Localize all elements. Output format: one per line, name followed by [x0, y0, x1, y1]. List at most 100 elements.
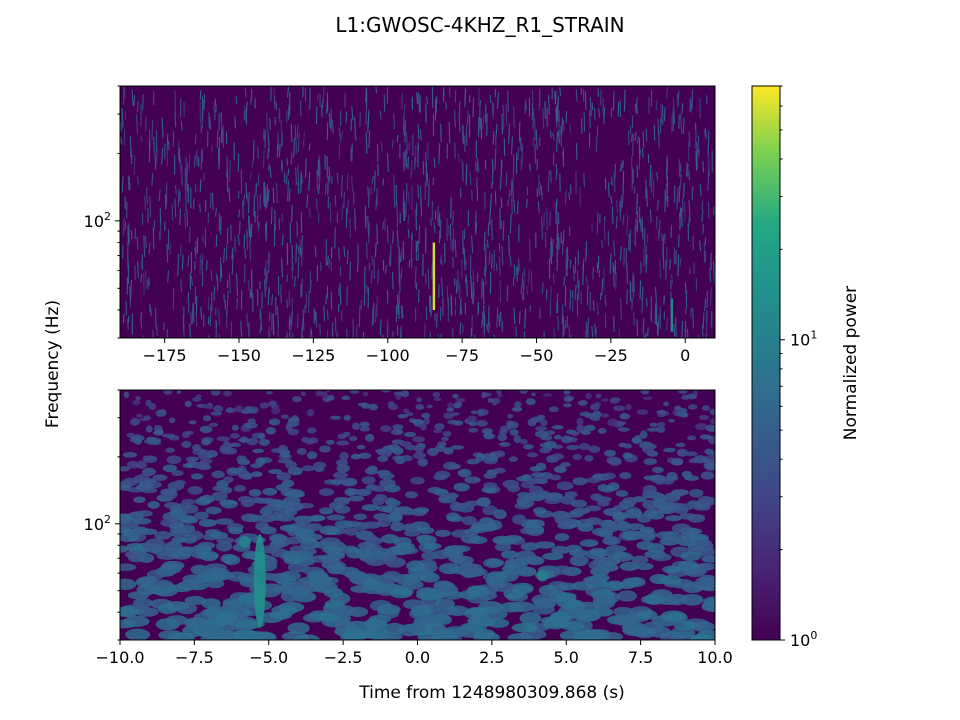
noise-pixel	[583, 576, 603, 586]
noise-pixel	[365, 103, 368, 125]
bottom-x-axis: −10.0 −7.5 −5.0 −2.5 0.0 2.5 5.0 7.5 10.0	[95, 640, 733, 667]
noise-pixel	[187, 301, 190, 313]
noise-pixel	[166, 146, 169, 166]
noise-pixel	[208, 450, 217, 455]
x-tick-label: −175	[143, 346, 187, 365]
noise-pixel	[470, 523, 490, 533]
noise-pixel	[319, 537, 341, 547]
noise-pixel	[251, 159, 254, 168]
noise-pixel	[165, 447, 176, 453]
noise-pixel	[701, 405, 711, 412]
noise-pixel	[605, 545, 627, 553]
noise-pixel	[138, 482, 154, 489]
noise-pixel	[417, 527, 435, 534]
noise-pixel	[387, 401, 395, 407]
noise-pixel	[414, 266, 417, 288]
noise-pixel	[144, 195, 146, 211]
noise-pixel	[275, 100, 278, 111]
noise-pixel	[256, 216, 259, 227]
noise-pixel	[323, 305, 326, 322]
noise-pixel	[133, 517, 152, 525]
noise-pixel	[194, 511, 209, 520]
noise-pixel	[448, 121, 451, 144]
noise-pixel	[600, 632, 623, 640]
noise-pixel	[699, 434, 712, 440]
noise-pixel	[616, 421, 627, 426]
noise-pixel	[140, 273, 143, 283]
noise-pixel	[539, 447, 551, 454]
noise-pixel	[475, 453, 485, 462]
top-x-axis: −175 −150 −125 −100 −75 −50 −25 0	[143, 338, 690, 365]
noise-pixel	[374, 242, 377, 258]
noise-pixel	[515, 267, 519, 282]
noise-pixel	[656, 422, 666, 427]
noise-pixel	[278, 601, 305, 613]
noise-pixel	[389, 588, 413, 599]
noise-pixel	[649, 164, 652, 188]
noise-pixel	[641, 595, 662, 604]
noise-pixel	[576, 417, 584, 426]
noise-pixel	[229, 442, 242, 448]
noise-pixel	[522, 279, 525, 301]
noise-pixel	[463, 228, 466, 240]
noise-pixel	[463, 247, 466, 266]
noise-pixel	[497, 391, 503, 398]
noise-pixel	[643, 458, 657, 466]
colorbar-tick-label: 100	[790, 629, 817, 650]
noise-pixel	[403, 431, 417, 438]
x-tick-label: 0	[680, 346, 690, 365]
noise-pixel	[419, 422, 427, 431]
noise-pixel	[263, 279, 267, 298]
noise-pixel	[370, 270, 373, 284]
noise-pixel	[477, 302, 480, 311]
noise-pixel	[483, 472, 497, 479]
noise-pixel	[371, 485, 388, 492]
noise-pixel	[161, 490, 178, 499]
noise-pixel	[247, 279, 250, 291]
noise-pixel	[192, 443, 202, 452]
noise-pixel	[464, 476, 481, 484]
noise-pixel	[315, 390, 323, 397]
noise-pixel	[674, 506, 689, 515]
noise-pixel	[331, 119, 334, 134]
noise-pixel	[356, 444, 366, 450]
colorbar: 100 101 Normalized power	[751, 85, 861, 650]
noise-pixel	[411, 605, 432, 617]
noise-pixel	[597, 427, 607, 434]
transient-feature	[238, 536, 251, 548]
noise-pixel	[617, 590, 637, 602]
noise-pixel	[511, 197, 513, 215]
noise-pixel	[403, 408, 410, 414]
noise-pixel	[466, 458, 480, 465]
noise-pixel	[262, 150, 265, 168]
noise-pixel	[546, 492, 563, 502]
noise-pixel	[160, 563, 183, 574]
noise-pixel	[307, 427, 317, 434]
noise-pixel	[201, 598, 221, 609]
noise-pixel	[576, 609, 602, 622]
noise-pixel	[569, 259, 572, 269]
noise-pixel	[137, 175, 139, 186]
noise-pixel	[526, 285, 529, 295]
noise-pixel	[583, 172, 586, 188]
noise-pixel	[380, 141, 383, 152]
noise-pixel	[407, 214, 410, 226]
noise-pixel	[511, 622, 538, 633]
noise-pixel	[493, 334, 496, 338]
noise-pixel	[666, 196, 669, 208]
noise-pixel	[561, 240, 564, 256]
noise-pixel	[517, 146, 520, 161]
noise-pixel	[561, 117, 564, 136]
noise-pixel	[707, 426, 715, 432]
noise-pixel	[403, 103, 406, 118]
noise-pixel	[515, 326, 518, 338]
bottom-y-axis: 102	[84, 389, 120, 641]
noise-pixel	[338, 127, 341, 138]
noise-pixel	[457, 153, 460, 162]
noise-pixel	[408, 260, 411, 268]
noise-pixel	[686, 328, 689, 338]
noise-pixel	[266, 391, 273, 395]
noise-pixel	[433, 397, 442, 401]
noise-pixel	[452, 210, 454, 227]
noise-pixel	[521, 272, 524, 288]
